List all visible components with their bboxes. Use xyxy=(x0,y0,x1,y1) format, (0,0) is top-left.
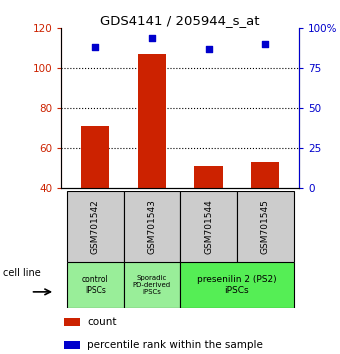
Bar xyxy=(194,166,223,188)
Text: count: count xyxy=(87,317,117,327)
FancyBboxPatch shape xyxy=(180,191,237,262)
Text: control
IPSCs: control IPSCs xyxy=(82,275,108,295)
FancyBboxPatch shape xyxy=(67,262,123,308)
Bar xyxy=(81,126,109,188)
FancyBboxPatch shape xyxy=(180,262,293,308)
Text: GSM701544: GSM701544 xyxy=(204,199,213,254)
Point xyxy=(262,41,268,47)
FancyBboxPatch shape xyxy=(123,191,180,262)
Text: Sporadic
PD-derived
iPSCs: Sporadic PD-derived iPSCs xyxy=(133,275,171,295)
Text: cell line: cell line xyxy=(3,268,41,279)
Bar xyxy=(64,318,80,326)
FancyBboxPatch shape xyxy=(237,191,293,262)
Point xyxy=(149,35,155,41)
Text: GSM701543: GSM701543 xyxy=(147,199,156,254)
Bar xyxy=(138,54,166,188)
FancyBboxPatch shape xyxy=(123,262,180,308)
Text: presenilin 2 (PS2)
iPSCs: presenilin 2 (PS2) iPSCs xyxy=(197,275,277,295)
FancyBboxPatch shape xyxy=(67,191,123,262)
Point xyxy=(92,45,98,50)
Text: GSM701542: GSM701542 xyxy=(91,199,100,254)
Text: percentile rank within the sample: percentile rank within the sample xyxy=(87,340,263,350)
Point xyxy=(206,46,211,52)
Bar xyxy=(64,341,80,349)
Text: GSM701545: GSM701545 xyxy=(261,199,270,254)
Bar xyxy=(251,162,279,188)
Title: GDS4141 / 205944_s_at: GDS4141 / 205944_s_at xyxy=(100,14,260,27)
